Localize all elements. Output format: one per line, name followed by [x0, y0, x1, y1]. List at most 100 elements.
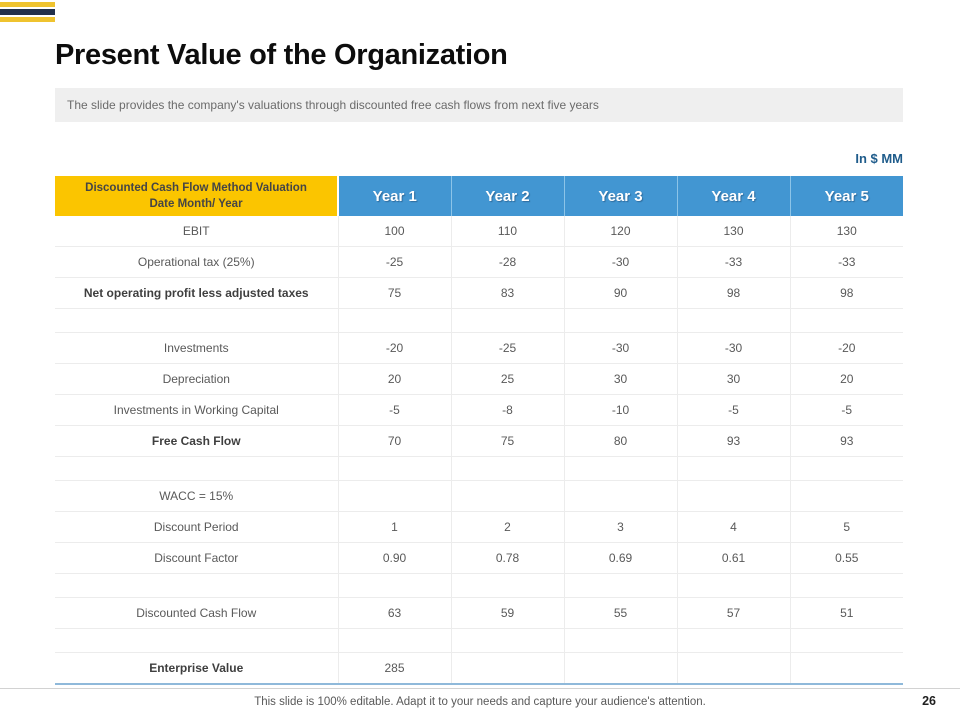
value-cell: 20: [337, 363, 451, 395]
value-cell: 2: [450, 511, 564, 543]
value-cell: [789, 480, 903, 512]
table-header-year-cell: Year 4: [676, 176, 790, 216]
value-cell: [563, 456, 677, 481]
value-cell: 98: [676, 277, 790, 309]
page-title: Present Value of the Organization: [55, 39, 508, 72]
value-cell: -5: [676, 394, 790, 426]
value-cell: 0.78: [450, 542, 564, 574]
table-row: WACC = 15%: [55, 480, 903, 512]
value-cell: -28: [450, 246, 564, 278]
value-cell: 100: [337, 216, 451, 247]
value-cell: [450, 480, 564, 512]
value-cell: 120: [563, 216, 677, 247]
value-cell: -30: [676, 332, 790, 364]
table-row: EBIT 100 110 120 130 130: [55, 216, 903, 247]
value-cell: -25: [450, 332, 564, 364]
value-cell: 130: [676, 216, 790, 247]
value-cell: 55: [563, 597, 677, 629]
value-cell: 83: [450, 277, 564, 309]
table-row: Discounted Cash Flow 63 59 55 57 51: [55, 597, 903, 629]
value-cell: 0.61: [676, 542, 790, 574]
value-cell: 110: [450, 216, 564, 247]
value-cell: 93: [789, 425, 903, 457]
value-cell: [563, 652, 677, 685]
row-label-cell: [55, 628, 338, 653]
value-cell: 90: [563, 277, 677, 309]
value-cell: 0.90: [337, 542, 451, 574]
table-header-label-cell: Discounted Cash Flow Method Valuation Da…: [55, 176, 339, 216]
value-cell: [563, 573, 677, 598]
header-label-line2: Date Month/ Year: [149, 198, 243, 210]
value-cell: 5: [789, 511, 903, 543]
row-label-cell: Investments: [55, 332, 338, 364]
value-cell: [676, 480, 790, 512]
header-label-line1: Discounted Cash Flow Method Valuation: [85, 181, 307, 194]
footer-divider: [0, 688, 960, 689]
row-label-cell: Depreciation: [55, 363, 338, 395]
value-cell: 70: [337, 425, 451, 457]
value-cell: 75: [450, 425, 564, 457]
value-cell: 30: [676, 363, 790, 395]
row-label-cell: Discounted Cash Flow: [55, 597, 338, 629]
row-label-cell: Investments in Working Capital: [55, 394, 338, 426]
value-cell: [450, 456, 564, 481]
value-cell: -5: [337, 394, 451, 426]
value-cell: 285: [337, 652, 451, 685]
value-cell: 3: [563, 511, 677, 543]
value-cell: [789, 652, 903, 685]
value-cell: [337, 573, 451, 598]
row-label-cell: WACC = 15%: [55, 480, 338, 512]
value-cell: 1: [337, 511, 451, 543]
subtitle-bar: The slide provides the company's valuati…: [55, 88, 903, 122]
value-cell: [450, 652, 564, 685]
value-cell: 75: [337, 277, 451, 309]
value-cell: [563, 480, 677, 512]
value-cell: [789, 308, 903, 333]
row-label-cell: EBIT: [55, 216, 338, 247]
stripe-navy: [0, 9, 55, 15]
table-row: Discount Factor 0.90 0.78 0.69 0.61 0.55: [55, 542, 903, 574]
value-cell: [337, 456, 451, 481]
value-cell: -33: [789, 246, 903, 278]
stripe-yellow-top: [0, 2, 55, 7]
table-row: Free Cash Flow 70 75 80 93 93: [55, 425, 903, 457]
value-cell: [676, 652, 790, 685]
value-cell: [337, 480, 451, 512]
row-label-cell: Discount Factor: [55, 542, 338, 574]
value-cell: [789, 628, 903, 653]
row-label-cell: Discount Period: [55, 511, 338, 543]
value-cell: [450, 573, 564, 598]
value-cell: 51: [789, 597, 903, 629]
row-label-cell: [55, 573, 338, 598]
value-cell: [676, 456, 790, 481]
value-cell: [563, 628, 677, 653]
value-cell: [337, 628, 451, 653]
value-cell: -30: [563, 246, 677, 278]
value-cell: 30: [563, 363, 677, 395]
stripe-yellow-bottom: [0, 17, 55, 22]
value-cell: 4: [676, 511, 790, 543]
table-row: Investments in Working Capital -5 -8 -10 -5-…: [55, 394, 903, 426]
row-label-cell: Operational tax (25%): [55, 246, 338, 278]
unit-note: In $ MM: [855, 151, 903, 166]
row-label-cell: Free Cash Flow: [55, 425, 338, 457]
value-cell: -5: [789, 394, 903, 426]
value-cell: [450, 628, 564, 653]
table-row: Investments -20 -25 -30 -30 -20: [55, 332, 903, 364]
value-cell: 25: [450, 363, 564, 395]
value-cell: [563, 308, 677, 333]
value-cell: -10: [563, 394, 677, 426]
value-cell: 57: [676, 597, 790, 629]
table-spacer-row: [55, 308, 903, 333]
value-cell: [676, 628, 790, 653]
table-header-year-cell: Year 5: [789, 176, 903, 216]
value-cell: -25: [337, 246, 451, 278]
row-label-cell: [55, 308, 338, 333]
value-cell: 63: [337, 597, 451, 629]
page-number: 26: [922, 694, 936, 708]
value-cell: -8: [450, 394, 564, 426]
table-header-year-cell: Year 3: [563, 176, 677, 216]
brand-stripes-logo: [0, 2, 55, 24]
value-cell: 130: [789, 216, 903, 247]
